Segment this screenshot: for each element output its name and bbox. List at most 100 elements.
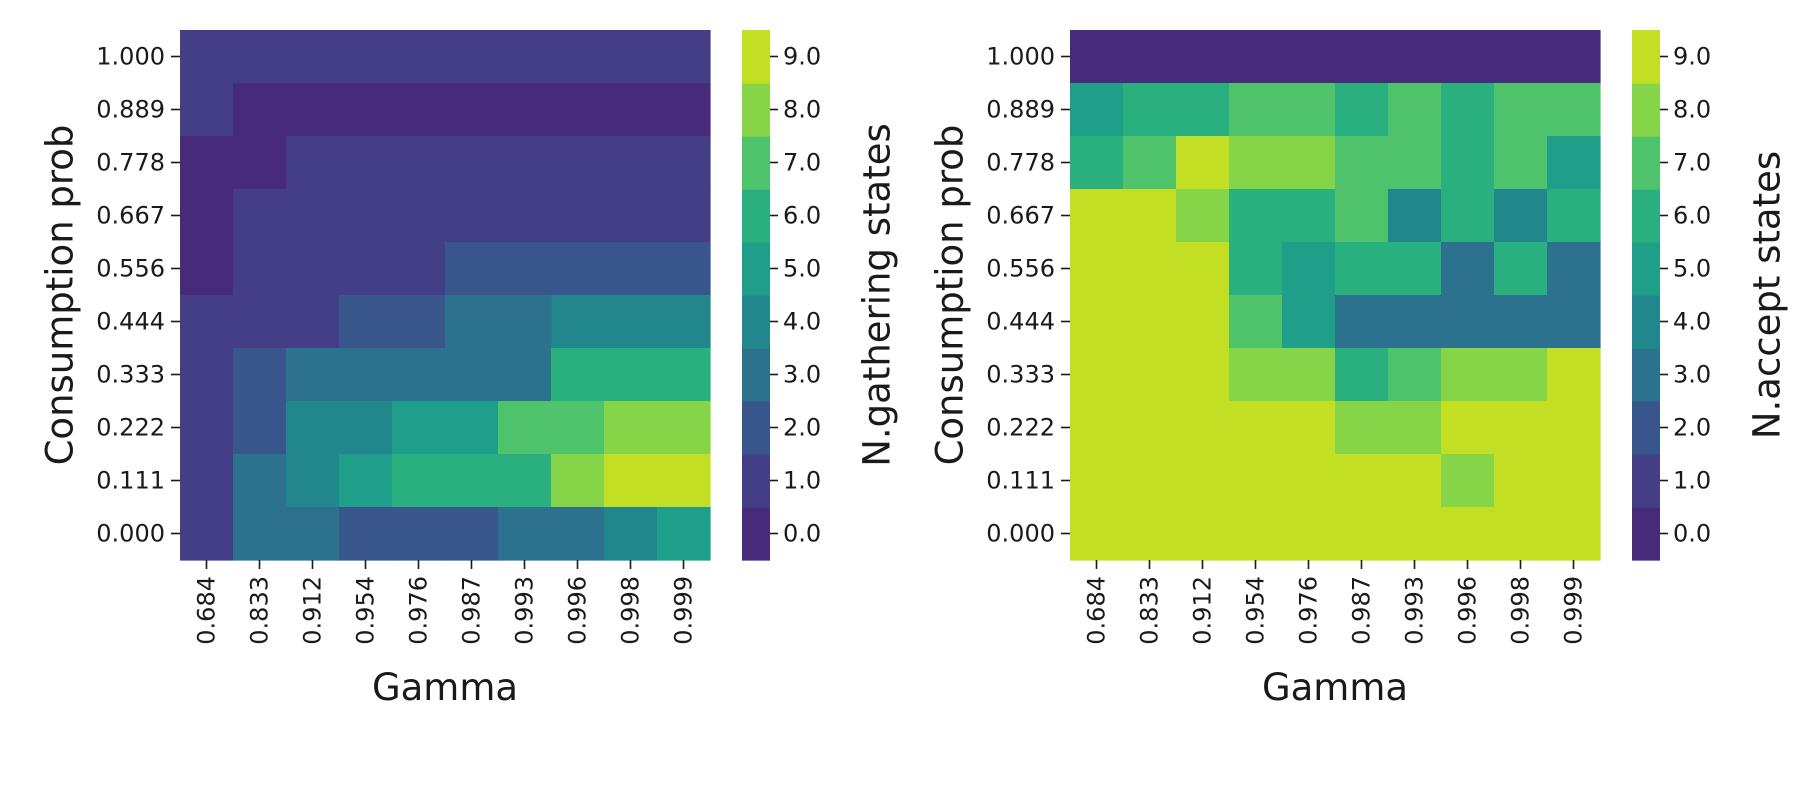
- heatmap-cell-r1-c3: [1229, 83, 1283, 137]
- heatmap-cell-r3-c4: [1282, 189, 1336, 243]
- colorbar-tick-label: 9.0: [1673, 43, 1711, 71]
- heatmap-cell-r8-c6: [1388, 454, 1442, 508]
- heatmap-cell-r3-c1: [1123, 189, 1177, 243]
- heatmap-cell-r7-c4: [392, 401, 446, 455]
- y-tick-label: 0.000: [96, 520, 165, 548]
- heatmap-cell-r1-c6: [1388, 83, 1442, 137]
- heatmap-cell-r1-c2: [286, 83, 340, 137]
- colorbar-segment: [1632, 189, 1660, 243]
- y-tick-label: 0.333: [986, 361, 1055, 389]
- y-tick-label: 0.111: [96, 467, 165, 495]
- heatmap-cell-r9-c7: [1441, 507, 1495, 561]
- heatmap-cell-r2-c6: [498, 136, 552, 190]
- heatmap-cell-r9-c2: [1176, 507, 1230, 561]
- heatmap-cell-r6-c1: [233, 348, 287, 402]
- x-tick-label: 0.912: [299, 576, 327, 645]
- heatmap-cell-r4-c4: [1282, 242, 1336, 296]
- heatmap-cell-r9-c0: [180, 507, 234, 561]
- heatmap-cell-r6-c2: [286, 348, 340, 402]
- heatmap-cell-r8-c6: [498, 454, 552, 508]
- heatmap-cell-r2-c5: [1335, 136, 1389, 190]
- heatmap-cell-r0-c9: [1547, 30, 1601, 84]
- heatmap-cell-r2-c6: [1388, 136, 1442, 190]
- colorbar-segment: [1632, 295, 1660, 349]
- heatmap-cell-r4-c6: [1388, 242, 1442, 296]
- colorbar-label: N.gathering states: [856, 123, 899, 467]
- heatmap-cell-r6-c1: [1123, 348, 1177, 402]
- y-tick-label: 0.111: [986, 467, 1055, 495]
- colorbar-segment: [1632, 136, 1660, 190]
- heatmap-cell-r5-c7: [551, 295, 605, 349]
- colorbar-tick-label: 0.0: [783, 520, 821, 548]
- heatmap-cell-r8-c7: [1441, 454, 1495, 508]
- heatmap-cell-r3-c2: [286, 189, 340, 243]
- heatmap-cell-r3-c9: [657, 189, 711, 243]
- x-tick-label: 0.998: [1507, 576, 1535, 645]
- heatmap-cell-r4-c2: [286, 242, 340, 296]
- heatmap-cell-r2-c1: [1123, 136, 1177, 190]
- heatmap-cell-r6-c6: [1388, 348, 1442, 402]
- heatmap-cell-r1-c9: [1547, 83, 1601, 137]
- heatmap-cell-r3-c9: [1547, 189, 1601, 243]
- colorbar-segment: [1632, 454, 1660, 508]
- heatmap-cell-r9-c9: [1547, 507, 1601, 561]
- heatmap-cell-r4-c4: [392, 242, 446, 296]
- heatmap-cell-r3-c5: [1335, 189, 1389, 243]
- colorbar-label: N.accept states: [1746, 151, 1789, 439]
- heatmap-cell-r1-c1: [1123, 83, 1177, 137]
- heatmap-cell-r4-c9: [657, 242, 711, 296]
- heatmap-cell-r9-c9: [657, 507, 711, 561]
- heatmap-cell-r8-c2: [286, 454, 340, 508]
- colorbar-segment: [742, 454, 770, 508]
- colorbar-segment: [1632, 83, 1660, 137]
- y-tick-label: 0.556: [96, 255, 165, 283]
- heatmap-cell-r3-c2: [1176, 189, 1230, 243]
- heatmap-cell-r8-c9: [1547, 454, 1601, 508]
- x-axis-label: Gamma: [1262, 666, 1408, 709]
- heatmap-cell-r7-c3: [1229, 401, 1283, 455]
- colorbar-tick-label: 8.0: [1673, 96, 1711, 124]
- heatmap-cell-r0-c3: [339, 30, 393, 84]
- x-tick-label: 0.684: [1083, 576, 1111, 645]
- heatmap-cell-r7-c6: [1388, 401, 1442, 455]
- heatmap-cell-r4-c2: [1176, 242, 1230, 296]
- heatmap-cell-r3-c5: [445, 189, 499, 243]
- x-tick-label: 0.684: [193, 576, 221, 645]
- heatmap-cell-r9-c1: [233, 507, 287, 561]
- y-axis-label: Consumption prob: [39, 125, 82, 466]
- heatmap-cell-r7-c0: [180, 401, 234, 455]
- heatmap-cell-r4-c8: [604, 242, 658, 296]
- y-tick-label: 0.778: [96, 149, 165, 177]
- x-tick-label: 0.999: [1560, 576, 1588, 645]
- colorbar-tick-label: 9.0: [783, 43, 821, 71]
- colorbar-tick-label: 1.0: [1673, 467, 1711, 495]
- heatmap-cell-r7-c9: [657, 401, 711, 455]
- heatmap-cell-r0-c6: [1388, 30, 1442, 84]
- heatmap-cell-r0-c7: [1441, 30, 1495, 84]
- heatmap-cell-r9-c5: [445, 507, 499, 561]
- heatmap-cell-r1-c1: [233, 83, 287, 137]
- colorbar-segment: [1632, 507, 1660, 561]
- heatmap-cell-r0-c6: [498, 30, 552, 84]
- x-tick-label: 0.833: [1136, 576, 1164, 645]
- heatmap-cell-r7-c1: [233, 401, 287, 455]
- x-tick-label: 0.912: [1189, 576, 1217, 645]
- heatmap-cell-r2-c3: [339, 136, 393, 190]
- colorbar-tick-label: 8.0: [783, 96, 821, 124]
- heatmap-cell-r4-c5: [445, 242, 499, 296]
- heatmap-cell-r6-c9: [657, 348, 711, 402]
- heatmap-cell-r5-c9: [1547, 295, 1601, 349]
- heatmap-cell-r0-c2: [1176, 30, 1230, 84]
- heatmap-cell-r1-c0: [1070, 83, 1124, 137]
- heatmap-cell-r9-c7: [551, 507, 605, 561]
- x-tick-label: 0.976: [1295, 576, 1323, 645]
- heatmap-cell-r2-c9: [1547, 136, 1601, 190]
- x-tick-label: 0.954: [352, 576, 380, 645]
- heatmap-cell-r6-c0: [180, 348, 234, 402]
- colorbar-tick-label: 7.0: [1673, 149, 1711, 177]
- colorbar-tick-label: 5.0: [1673, 255, 1711, 283]
- heatmap-cell-r4-c0: [180, 242, 234, 296]
- heatmap-cell-r6-c2: [1176, 348, 1230, 402]
- y-tick-label: 0.000: [986, 520, 1055, 548]
